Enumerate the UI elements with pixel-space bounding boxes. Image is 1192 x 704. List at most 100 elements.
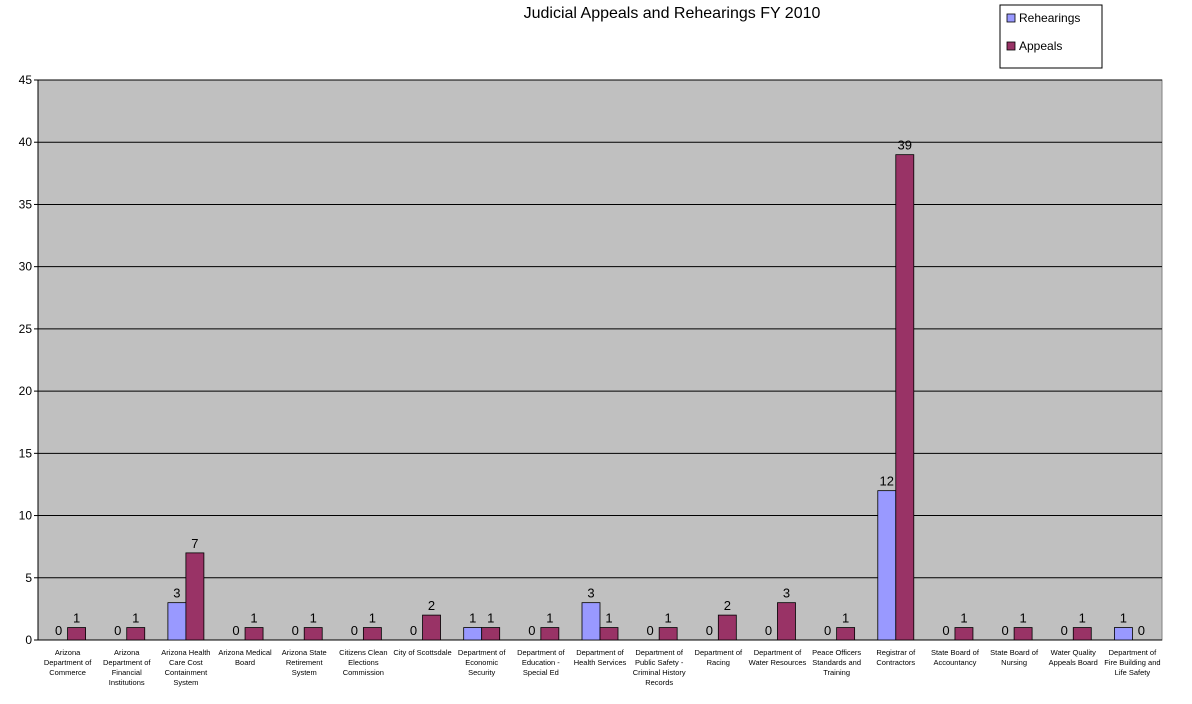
data-label: 0 — [1001, 623, 1008, 638]
data-label: 0 — [292, 623, 299, 638]
bar — [167, 602, 187, 641]
x-tick-label: Department of Fire Building and Life Saf… — [1104, 648, 1161, 677]
bar — [581, 602, 601, 641]
x-tick-label: Department of Racing — [694, 648, 743, 667]
x-tick-label: Department of Economic Security — [457, 648, 506, 677]
x-tick-label: Arizona Department of Commerce — [43, 648, 92, 677]
bar — [540, 627, 560, 641]
x-tick-label: Arizona Medical Board — [218, 648, 272, 667]
x-tick-label: Arizona Department of Financial Institut… — [102, 648, 151, 687]
data-label: 1 — [250, 611, 257, 626]
x-tick-label-box: Water Quality Appeals Board — [1048, 648, 1098, 667]
y-tick-label: 35 — [19, 197, 33, 211]
bar — [836, 627, 856, 641]
data-label: 0 — [706, 623, 713, 638]
x-tick-label: Department of Education - Special Ed — [517, 648, 565, 677]
x-tick-label-box: Registrar of Contractors — [876, 648, 915, 667]
bar — [126, 627, 146, 641]
x-tick-label-box: Peace Officers Standards and Training — [812, 648, 861, 677]
bar — [422, 614, 441, 641]
data-label: 3 — [783, 586, 790, 601]
x-tick-label: Arizona State Retirement System — [281, 648, 327, 677]
data-label: 12 — [880, 474, 894, 489]
y-tick-label: 45 — [19, 73, 33, 87]
legend-box — [999, 4, 1103, 69]
bar — [303, 627, 323, 641]
data-label: 1 — [369, 611, 376, 626]
x-tick-label: City of Scottsdale — [393, 648, 452, 657]
data-label: 0 — [824, 623, 831, 638]
y-tick-label: 15 — [19, 446, 33, 460]
data-label: 1 — [546, 611, 553, 626]
x-tick-label: State Board of Nursing — [990, 648, 1039, 667]
x-tick-label: Department of Water Resources — [748, 648, 807, 667]
data-label: 1 — [960, 611, 967, 626]
y-tick-label: 5 — [25, 571, 32, 585]
legend-label: Appeals — [1019, 39, 1062, 53]
x-tick-label-box: Arizona Medical Board — [218, 648, 272, 667]
data-label: 3 — [587, 586, 594, 601]
x-tick-label-box: Department of Fire Building and Life Saf… — [1104, 648, 1161, 677]
data-label: 0 — [351, 623, 358, 638]
data-label: 0 — [647, 623, 654, 638]
legend-swatch — [1006, 13, 1016, 23]
bar — [1072, 627, 1092, 641]
data-label: 0 — [1138, 623, 1145, 638]
plot-area — [37, 79, 1163, 641]
x-tick-label-box: Arizona Department of Commerce — [43, 648, 92, 677]
x-tick-label: Water Quality Appeals Board — [1048, 648, 1098, 667]
bar — [244, 627, 264, 641]
x-tick-label: Department of Health Services — [573, 648, 627, 667]
bar — [895, 154, 915, 641]
data-label: 0 — [1061, 623, 1068, 638]
legend-swatch — [1006, 41, 1016, 51]
data-label: 0 — [765, 623, 772, 638]
bar — [954, 627, 974, 641]
data-label: 0 — [55, 623, 62, 638]
bar — [463, 627, 483, 641]
data-label: 2 — [724, 598, 731, 613]
data-label: 1 — [469, 611, 476, 626]
chart-title: Judicial Appeals and Rehearings FY 2010 — [524, 5, 821, 22]
x-tick-label: Citizens Clean Elections Commission — [339, 648, 388, 677]
data-label: 1 — [665, 611, 672, 626]
x-tick-label-box: Department of Health Services — [573, 648, 627, 667]
x-tick-label-box: Department of Economic Security — [457, 648, 506, 677]
data-label: 3 — [173, 586, 180, 601]
legend-label: Rehearings — [1019, 11, 1080, 25]
data-label: 0 — [528, 623, 535, 638]
bar — [362, 627, 382, 641]
bar — [1114, 627, 1133, 641]
y-tick-label: 40 — [19, 135, 33, 149]
y-tick-label: 10 — [19, 509, 33, 523]
y-tick-label: 0 — [25, 633, 32, 647]
data-label: 1 — [1079, 611, 1086, 626]
data-label: 1 — [310, 611, 317, 626]
data-label: 1 — [842, 611, 849, 626]
data-label: 1 — [605, 611, 612, 626]
x-tick-label-box: Arizona Department of Financial Institut… — [102, 648, 151, 687]
data-label: 1 — [487, 611, 494, 626]
data-label: 0 — [410, 623, 417, 638]
bar — [777, 602, 796, 641]
data-label: 1 — [1120, 611, 1127, 626]
x-tick-label-box: State Board of Accountancy — [930, 648, 979, 667]
x-tick-label-box: Department of Racing — [694, 648, 743, 667]
data-label: 0 — [942, 623, 949, 638]
data-label: 7 — [191, 536, 198, 551]
data-label: 1 — [132, 611, 139, 626]
bar — [481, 627, 501, 641]
data-label: 0 — [114, 623, 121, 638]
x-tick-label-box: City of Scottsdale — [393, 648, 452, 657]
y-tick-label: 25 — [19, 322, 33, 336]
bar — [599, 627, 619, 641]
data-label: 1 — [1019, 611, 1026, 626]
x-tick-label-box: State Board of Nursing — [990, 648, 1039, 667]
y-tick-label: 20 — [19, 384, 33, 398]
x-tick-label: State Board of Accountancy — [930, 648, 979, 667]
x-tick-label: Department of Public Safety - Criminal H… — [632, 648, 686, 687]
x-tick-label-box: Citizens Clean Elections Commission — [339, 648, 388, 677]
data-label: 1 — [73, 611, 80, 626]
bar — [717, 614, 737, 641]
